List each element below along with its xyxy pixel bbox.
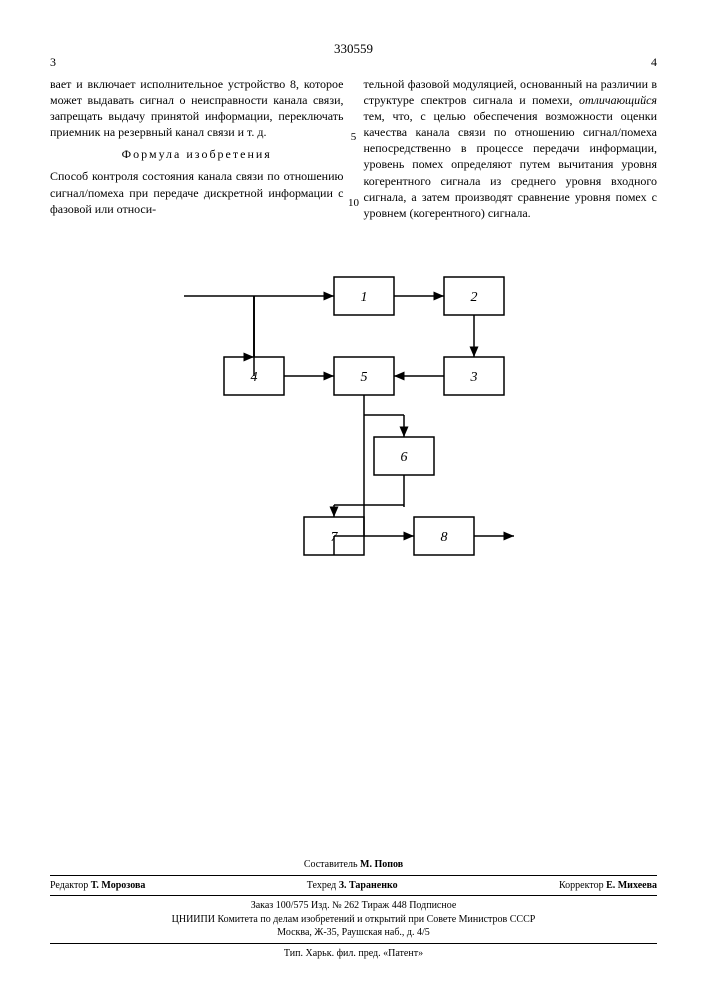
- svg-text:2: 2: [470, 290, 477, 305]
- formula-heading: Формула изобретения: [50, 146, 344, 162]
- footer-row-3: Заказ 100/575 Изд. № 262 Тираж 448 Подпи…: [50, 899, 657, 913]
- footer-rule-2: [50, 895, 657, 896]
- right-column: тельной фазовой модуляцией, основанный н…: [364, 76, 658, 228]
- page-number-right: 4: [651, 54, 657, 70]
- footer-rule-3: [50, 943, 657, 944]
- left-para-2: Способ контроля состояния канала связи п…: [50, 168, 344, 217]
- techred-label: Техред: [307, 880, 336, 891]
- corrector-name: Е. Михеева: [606, 880, 657, 891]
- svg-text:5: 5: [360, 370, 367, 385]
- svg-text:3: 3: [469, 370, 477, 385]
- page-number-left: 3: [50, 54, 56, 70]
- right-para-1: тельной фазовой модуляцией, основанный н…: [364, 76, 658, 222]
- composer-label: Составитель: [304, 859, 358, 870]
- right-para-1-italic: отличающийся: [579, 93, 657, 107]
- text-columns: 3 4 5 10 вает и включает исполнительное …: [50, 76, 657, 228]
- left-para-1: вает и включает исполнительное устройств…: [50, 76, 344, 141]
- composer-name: М. Попов: [360, 859, 403, 870]
- svg-text:8: 8: [440, 530, 447, 545]
- footer-row-4: ЦНИИПИ Комитета по делам изобретений и о…: [50, 913, 657, 927]
- right-para-1-after: тем, что, с целью обеспечения возможност…: [364, 109, 658, 220]
- line-marker-10: 10: [348, 196, 359, 211]
- line-marker-5: 5: [351, 130, 357, 145]
- footer-row-6: Тип. Харьк. фил. пред. «Патент»: [50, 947, 657, 961]
- techred-name: З. Тараненко: [339, 880, 398, 891]
- footer-row-5: Москва, Ж-35, Раушская наб., д. 4/5: [50, 926, 657, 940]
- editor-name: Т. Морозова: [91, 880, 146, 891]
- editor-label: Редактор: [50, 880, 88, 891]
- block-diagram: 12345678: [50, 267, 657, 597]
- left-column: вает и включает исполнительное устройств…: [50, 76, 344, 228]
- imprint-footer: Составитель М. Попов Редактор Т. Морозов…: [50, 858, 657, 960]
- document-number: 330559: [50, 40, 657, 58]
- footer-rule-1: [50, 875, 657, 876]
- svg-text:1: 1: [360, 290, 367, 305]
- diagram-svg: 12345678: [174, 267, 534, 597]
- corrector-label: Корректор: [559, 880, 604, 891]
- svg-text:6: 6: [400, 450, 407, 465]
